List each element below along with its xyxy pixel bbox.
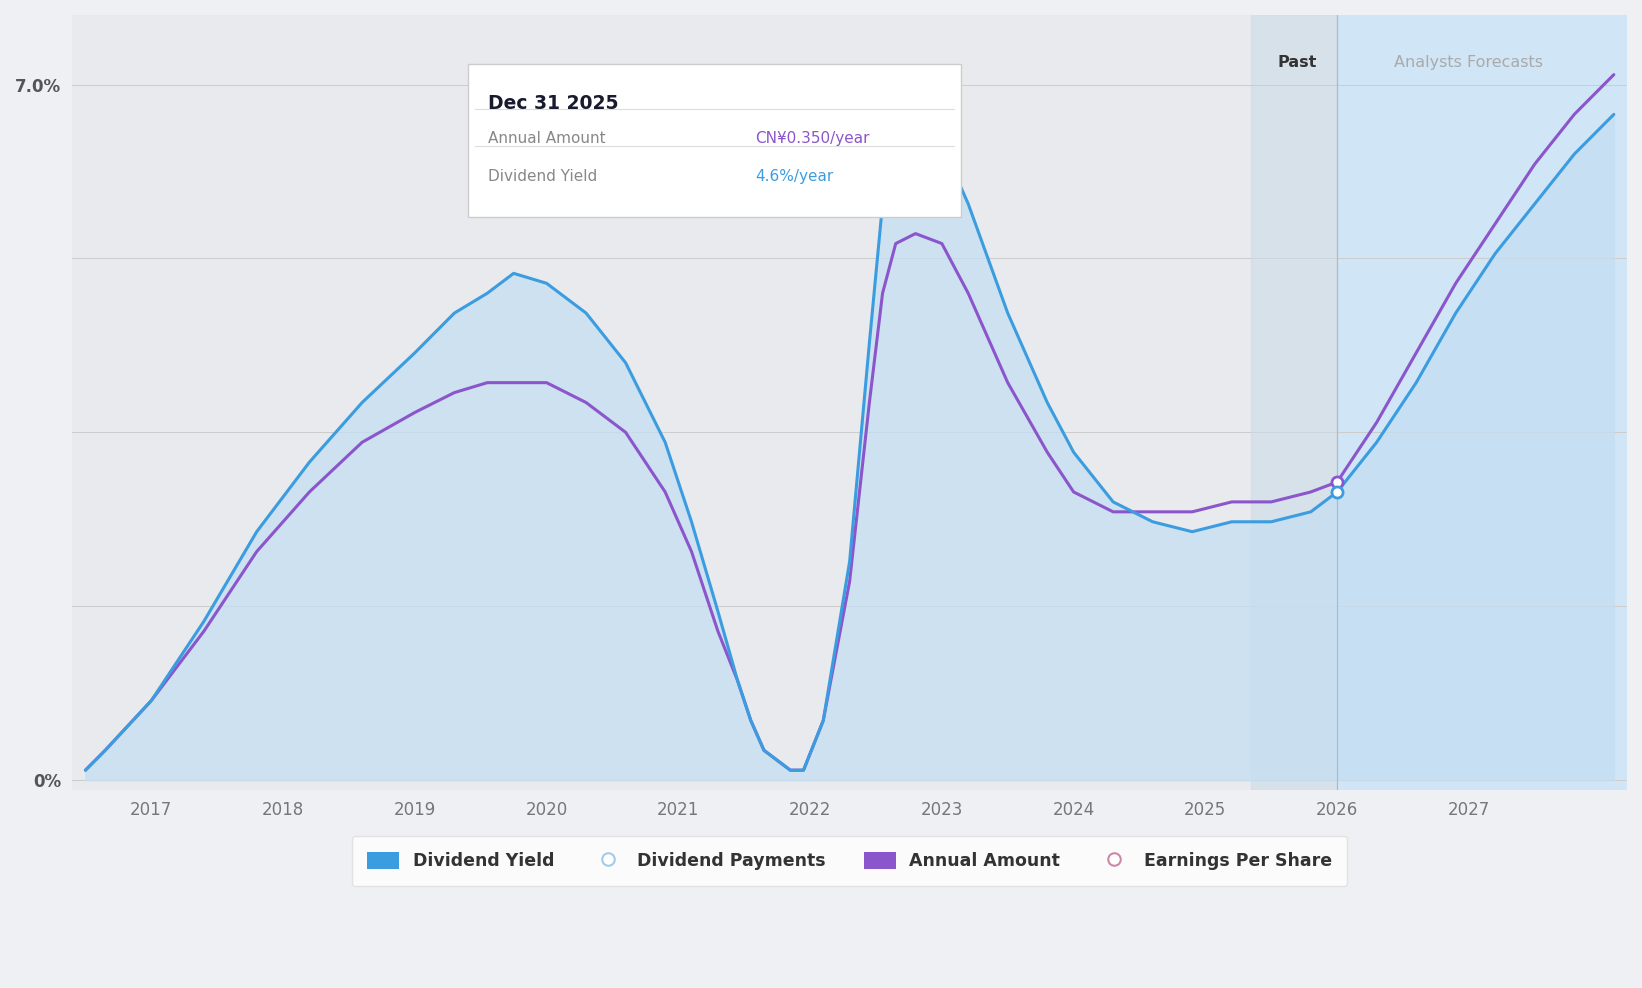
Text: Analysts Forecasts: Analysts Forecasts bbox=[1394, 54, 1543, 69]
Text: Dividend Yield: Dividend Yield bbox=[488, 169, 598, 184]
Bar bbox=[1337, 15, 1642, 790]
Text: Dec 31 2025: Dec 31 2025 bbox=[488, 94, 617, 113]
Text: 4.6%/year: 4.6%/year bbox=[755, 169, 834, 184]
Text: CN¥0.350/year: CN¥0.350/year bbox=[755, 131, 870, 146]
Bar bbox=[1251, 15, 1337, 790]
Text: Past: Past bbox=[1277, 54, 1317, 69]
Legend: Dividend Yield, Dividend Payments, Annual Amount, Earnings Per Share: Dividend Yield, Dividend Payments, Annua… bbox=[351, 836, 1348, 886]
Text: Annual Amount: Annual Amount bbox=[488, 131, 606, 146]
